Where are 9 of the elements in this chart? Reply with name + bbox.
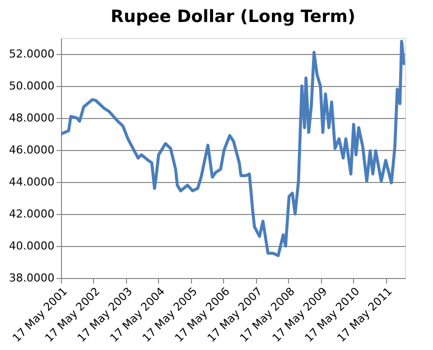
y-tick-label: 46.0000 bbox=[9, 144, 54, 156]
y-tick-label: 42.0000 bbox=[9, 208, 54, 220]
y-tick-label: 40.0000 bbox=[9, 240, 54, 252]
y-tick-label: 48.0000 bbox=[9, 112, 54, 124]
y-tick-label: 52.0000 bbox=[9, 48, 54, 60]
chart-title: Rupee Dollar (Long Term) bbox=[110, 7, 356, 27]
y-tick-label: 44.0000 bbox=[9, 176, 54, 188]
y-tick-label: 38.0000 bbox=[9, 272, 54, 284]
y-tick-label: 50.0000 bbox=[9, 80, 54, 92]
